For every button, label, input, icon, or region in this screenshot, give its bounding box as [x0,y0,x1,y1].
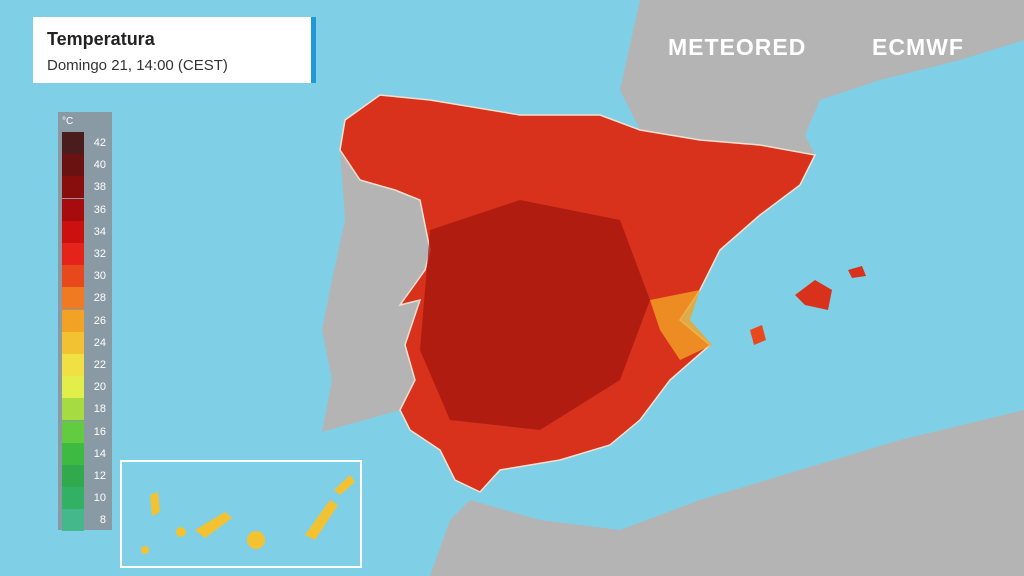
legend-item: 26 [62,309,108,332]
legend-swatch [62,132,84,154]
legend-label: 24 [93,336,106,349]
africa [430,410,1024,576]
legend-item: 18 [62,398,108,421]
legend-item: 16 [62,420,108,443]
legend-swatch [62,442,84,465]
legend-label: 28 [93,292,106,305]
gomera [176,527,186,537]
legend-swatch [62,420,84,443]
legend-swatch [62,220,84,243]
legend-swatch [62,398,84,421]
title-box: Temperatura Domingo 21, 14:00 (CEST) [33,17,316,83]
legend-item: 24 [62,331,108,354]
legend-swatch [62,287,84,310]
legend-label: 32 [93,248,106,260]
legend-item: 30 [62,265,108,288]
coastal-mild [650,290,712,360]
legend-label: 42 [93,137,106,149]
hierro [141,546,149,554]
legend-item: 34 [62,220,108,243]
tenerife [195,512,232,538]
interior-heat [420,200,650,430]
legend-item: 38 [62,176,108,199]
legend-label: 14 [93,447,106,460]
fuerteventura [305,500,338,540]
canary-islands [141,475,355,554]
menorca [848,266,866,278]
title: Temperatura [47,29,155,49]
legend-swatch [62,465,84,487]
legend-item: 14 [62,442,108,465]
legend-swatch [62,176,84,199]
legend-label: 40 [93,159,106,172]
legend-swatch [62,265,84,288]
legend-item: 20 [62,376,108,399]
legend-label: 18 [93,403,106,416]
legend-item: 32 [62,243,108,265]
legend-label: 30 [93,270,106,283]
legend-item: 10 [62,487,108,510]
legend-swatch [62,243,84,265]
legend-swatch [62,331,84,354]
legend-swatch [62,198,84,221]
legend-swatch [62,376,84,399]
legend-label: 8 [99,514,106,527]
legend-label: 34 [93,225,106,238]
legend-swatch [62,309,84,332]
legend-label: 38 [93,181,106,194]
lanzarote [334,475,355,495]
legend-label: 20 [93,381,106,394]
legend-item: 40 [62,154,108,177]
canary-inset [120,460,362,568]
legend-label: 26 [93,314,106,327]
legend-unit: °C [62,116,74,127]
legend-item: 8 [62,509,108,532]
legend-label: 22 [93,359,106,371]
brand-meteored: METEORED [668,34,807,60]
legend-label: 16 [93,425,106,438]
legend-swatch [62,354,84,376]
mallorca [795,280,832,310]
gran-canaria [247,531,265,549]
legend-item: 22 [62,354,108,376]
legend-label: 10 [93,492,106,505]
legend-swatch [62,509,84,532]
legend-swatch [62,487,84,510]
legend-label: 12 [93,470,106,482]
ibiza [750,325,766,345]
france [560,0,1024,155]
legend-label: 36 [93,203,106,216]
subtitle: Domingo 21, 14:00 (CEST) [47,57,228,74]
brand-ecmwf: ECMWF [872,34,964,60]
legend: °C 42 40 38 36 34 32 30 28 26 24 22 20 18 16 14 12 10 8 [58,112,112,532]
la-palma [150,492,160,516]
legend-item: 28 [62,287,108,310]
legend-item: 12 [62,465,108,487]
legend-item: 36 [62,198,108,221]
legend-swatch [62,154,84,177]
portugal [322,150,430,432]
legend-item: 42 [62,132,108,154]
